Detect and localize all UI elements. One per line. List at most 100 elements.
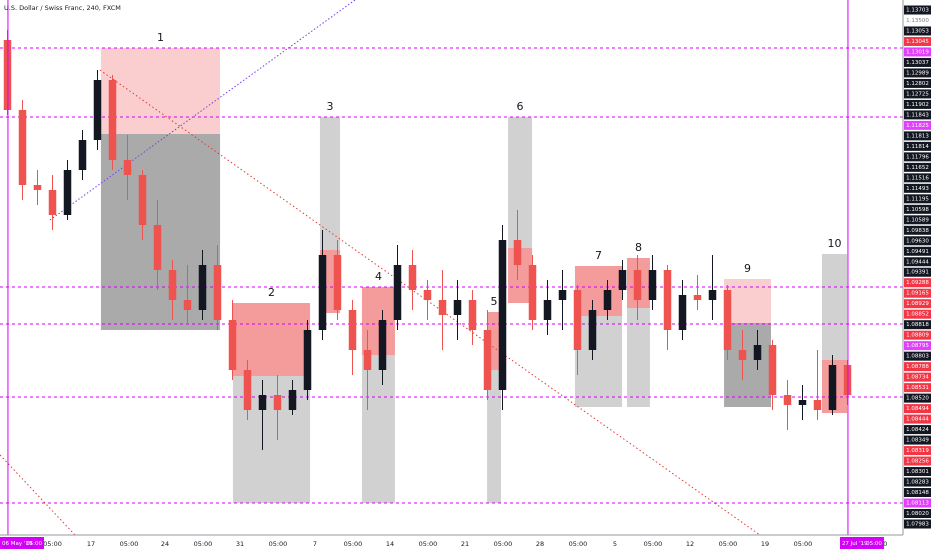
candle-body — [723, 290, 732, 350]
price-label: 1.08301 — [906, 469, 929, 475]
price-label-bg — [904, 68, 931, 78]
axes: 05:00 17 05:00 24 05:00 31 05:00 7 05:00 14 05:00 2… — [0, 5, 931, 549]
candle-body — [453, 300, 462, 315]
price-label: 1.09165 — [906, 291, 929, 297]
price-label-bg — [904, 47, 931, 57]
candle-body — [468, 300, 477, 330]
price-label-bg — [904, 36, 931, 46]
x-tick-label: 31 — [236, 540, 244, 548]
price-label-bg — [904, 309, 931, 319]
price-label: 1.08424 — [906, 427, 929, 433]
x-tick-label: 24 — [161, 540, 169, 548]
time-axis — [0, 535, 903, 550]
price-label-bg — [904, 267, 931, 277]
price-label-bg — [904, 498, 931, 508]
x-tick-label: 05:00 — [344, 540, 363, 548]
price-label-bg — [904, 404, 931, 414]
candle-body — [768, 345, 777, 395]
x-tick-label: 12 — [686, 540, 694, 548]
price-label: 1.13703 — [906, 8, 929, 14]
candle-body — [258, 395, 267, 410]
candle-body — [423, 290, 432, 300]
candle-body — [528, 265, 537, 320]
candle-body — [198, 265, 207, 310]
zone-label: 4 — [375, 270, 382, 283]
candle-body — [138, 175, 147, 225]
chart-title: U.S. Dollar / Swiss Franc, 240, FXCM — [4, 4, 121, 12]
price-label-bg — [904, 446, 931, 456]
price-label-bg — [904, 26, 931, 36]
price-label: 1.10598 — [906, 207, 929, 213]
price-label-bg — [904, 225, 931, 235]
price-label: 1.12725 — [906, 91, 929, 97]
price-label: 1.08531 — [906, 385, 929, 391]
levels — [0, 47, 903, 504]
price-label: 1.11843 — [906, 112, 929, 118]
price-label: 1.08734 — [906, 375, 929, 381]
candle-body — [183, 300, 192, 310]
candle-body — [783, 395, 792, 405]
x-tick-label: 05:00 — [569, 540, 588, 548]
price-label-bg — [904, 215, 931, 225]
candle-body — [483, 330, 492, 390]
price-label-bg — [904, 467, 931, 477]
price-label-bg — [904, 120, 931, 130]
marker-label-bg — [0, 537, 44, 549]
price-label: 1.08349 — [906, 438, 929, 444]
price-label: 1.09288 — [906, 280, 929, 286]
zone-box — [319, 117, 341, 250]
price-label: 1.08929 — [906, 301, 929, 307]
zone-label: 1 — [157, 31, 164, 44]
price-label: 1.12802 — [906, 81, 929, 87]
price-label: 1.08818 — [906, 322, 929, 328]
x-tick-label: 7 — [313, 540, 317, 548]
trend-line — [99, 69, 761, 536]
candle-body — [708, 290, 717, 300]
price-label-bg — [904, 152, 931, 162]
price-label-bg — [904, 246, 931, 256]
zone-box — [100, 48, 221, 134]
zone-box — [724, 279, 771, 323]
x-tick-label: 05:00 — [269, 540, 288, 548]
zone-box — [487, 370, 501, 503]
x-tick-label: 05:00 — [494, 540, 513, 548]
x-tick-label: 14 — [386, 540, 394, 548]
price-label-bg — [904, 131, 931, 141]
price-label-bg — [904, 257, 931, 267]
x-tick-label: 17 — [87, 540, 95, 548]
price-label-bg — [904, 425, 931, 435]
marker-time: 05:00 — [26, 541, 42, 547]
zone-box — [361, 355, 395, 503]
x-tick-label: 28 — [536, 540, 544, 548]
markers — [7, 0, 849, 535]
candle-body — [813, 400, 822, 410]
price-label: 1.08494 — [906, 406, 929, 412]
price-label: 1.11825 — [906, 123, 929, 129]
candle-body — [828, 365, 837, 410]
price-label: 1.11652 — [906, 165, 929, 171]
price-label-bg — [904, 78, 931, 88]
price-label: 1.08020 — [906, 511, 929, 517]
candle-body — [408, 265, 417, 290]
price-label-bg — [904, 519, 931, 529]
zone-label: 8 — [635, 241, 642, 254]
price-label: 1.09838 — [906, 228, 929, 234]
candle-body — [558, 290, 567, 300]
candle-body — [273, 395, 282, 410]
price-label-bg — [904, 435, 931, 445]
candle-body — [738, 350, 747, 360]
candle-body — [678, 295, 687, 330]
candle-body — [288, 390, 297, 410]
zone-box — [232, 303, 311, 376]
price-label-bg — [904, 173, 931, 183]
price-label: 1.09391 — [906, 270, 929, 276]
price-label-bg — [904, 299, 931, 309]
price-label: 1.13019 — [906, 49, 929, 55]
zone-box — [574, 266, 623, 316]
x-tick-label: 05:00 — [719, 540, 738, 548]
price-label: 1.11796 — [906, 154, 929, 160]
price-label-bg — [904, 288, 931, 298]
price-label: 1.11902 — [906, 102, 929, 108]
zone-label: 10 — [828, 237, 842, 250]
